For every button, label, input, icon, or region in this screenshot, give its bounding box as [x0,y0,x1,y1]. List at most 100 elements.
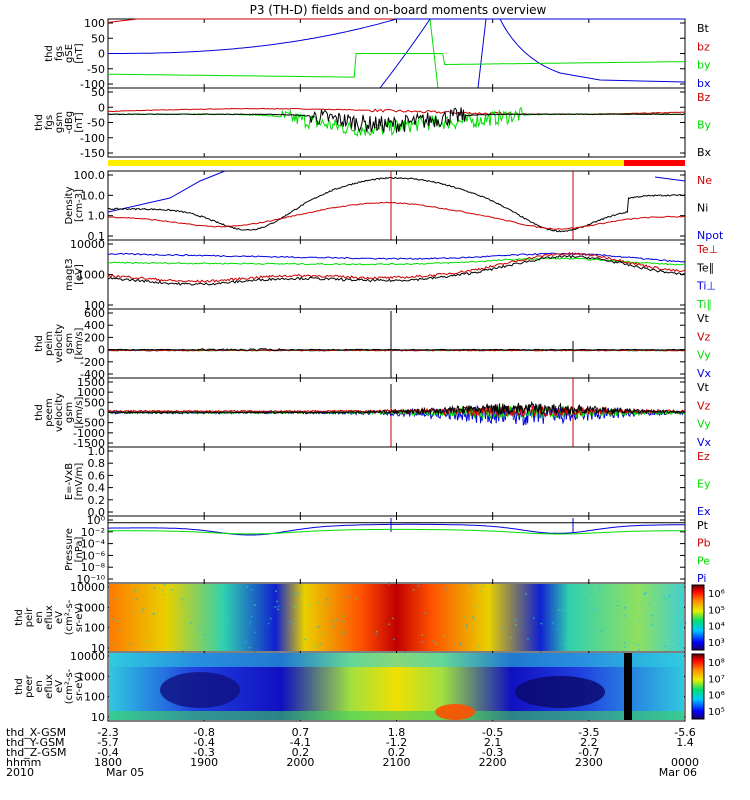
y-axis-label-line: [cm-3] [74,189,85,222]
spectrogram-noise [593,609,596,612]
spectrogram-noise [162,589,165,592]
panel-pressure: 10⁰10⁻²10⁻⁴10⁻⁶10⁻⁸10⁻¹⁰Pressure[nPa]PtP… [64,514,711,586]
ephemeris-value: 2100 [383,756,411,769]
ephemeris-value: 2.1 [484,736,502,749]
spectrogram-noise [250,615,253,618]
legend-entry: Vt [697,381,710,394]
legend-entry: Ti∥ [696,298,712,311]
y-axis-label-line: thd [14,678,25,695]
series-te-perp [107,252,686,283]
spectrogram-noise [129,642,132,645]
legend-entry: Pi [697,572,706,585]
spectrogram-noise [153,587,156,589]
legend-entry: Vx [697,367,712,380]
series-pe [108,528,685,535]
y-tick-label: -150 [80,147,105,160]
spectrogram-noise [114,598,117,600]
colorbar-tick-label: 10³ [708,638,725,649]
y-axis-label-line: [eV] [74,264,85,285]
y-axis-label: thdpeirenefluxeV(cm²-s-sr-eV) [14,599,85,635]
spectrogram-noise [170,588,173,591]
spectrogram-noise [628,640,631,642]
spectrogram-noise [679,624,682,627]
spectrogram-noise [557,608,560,611]
spectrogram-noise [664,645,667,647]
y-tick-label: 10⁻⁴ [81,538,106,551]
legend-entry: Vz [697,399,711,412]
spectrogram-noise [308,604,311,606]
y-axis-label-line: [nT] [74,112,85,132]
panel-frame [107,87,686,158]
spectrogram-noise [293,606,296,609]
y-axis-label-line: [km/s] [74,327,85,359]
y-tick-label: 10⁰ [87,514,106,527]
spectrogram-noise [119,629,122,631]
ephemeris-row-label: thd_Z-GSM [6,746,66,759]
legend-entry: Te∥ [696,261,714,274]
ephemeris-value: Mar 05 [106,766,144,779]
y-axis-label-line: peer [24,674,35,698]
ephemeris-value: -0.7 [578,746,599,759]
spectrogram-noise [190,622,193,625]
y-tick-label: 1.0 [88,210,106,223]
panel-frame [107,170,686,241]
spectrogram-noise [375,630,378,633]
spectrogram-noise [142,610,145,612]
spectrogram-noise [480,590,483,593]
ephemeris-value: -5.6 [674,726,695,739]
y-axis-label: Density[cm-3] [64,186,85,224]
spectrogram-noise [375,633,378,635]
spectrogram-noise [163,584,166,586]
spectrogram-noise [663,597,666,599]
ephemeris-row-label: thd_Y-GSM [6,736,65,749]
y-tick-label: 50 [91,32,105,45]
y-axis-label-line: en [34,680,45,693]
ephemeris-table: thd_X-GSM -2.3 -0.8 0.7 1.8 -0.5 -3.5 -5.6 thd_Y… [6,726,699,779]
colorbar-tick-label: 10⁴ [708,622,725,633]
y-tick-label: 10⁻⁸ [81,561,106,574]
y-tick-label: -500 [80,417,105,430]
spectrogram-noise [142,607,145,610]
spectrogram-noise [111,618,114,620]
legend-entry: Vz [697,330,711,343]
spectrogram-noise [616,604,619,607]
spectrogram-noise [187,634,190,637]
spectrogram-noise [638,620,641,622]
spectrogram-noise [644,620,647,623]
spectrogram-noise [623,615,626,617]
spectrogram-noise [230,596,233,599]
ephemeris-value: 2.2 [580,736,598,749]
y-axis-label-line: [nT] [74,43,85,63]
spectrogram-noise [392,638,395,641]
y-axis-label-line: (cm²-s- [64,668,75,704]
plot-title: P3 (TH-D) fields and on-board moments ov… [250,3,547,17]
y-tick-label: -100 [80,78,105,91]
spectrogram-noise [214,642,217,645]
spectrogram-noise [343,615,346,617]
series-npot-end [654,176,686,182]
y-axis-label-line: peim [44,331,55,356]
spectrogram-noise [678,612,681,614]
spectrogram-noise [336,618,339,621]
spectrogram-noise [431,640,434,643]
y-axis-label-line: gsm [64,402,75,423]
y-tick-label: 400 [84,319,105,332]
spectrogram-noise [470,585,473,587]
spectrogram-noise [133,611,136,614]
spectrogram-noise [421,641,424,643]
colorbar-tick-label: 10⁵ [708,707,725,718]
status-bar-yellow [108,160,624,166]
spectrogram-noise [412,588,415,591]
legend-entry: Pe [697,554,710,567]
spectrogram-noise [651,624,654,626]
legend-entry: bz [697,40,710,53]
y-tick-label: 0.8 [88,457,106,470]
y-axis-label-line: magt3 [64,258,75,291]
spectrogram-feature [435,704,475,720]
y-tick-label: 0 [98,101,105,114]
spectrogram-noise [557,628,560,631]
legend-entry: Te⊥ [696,243,718,256]
y-axis-label-line: Pressure [64,528,75,571]
spectrogram-noise [514,619,517,621]
spectrogram-noise [443,635,446,637]
